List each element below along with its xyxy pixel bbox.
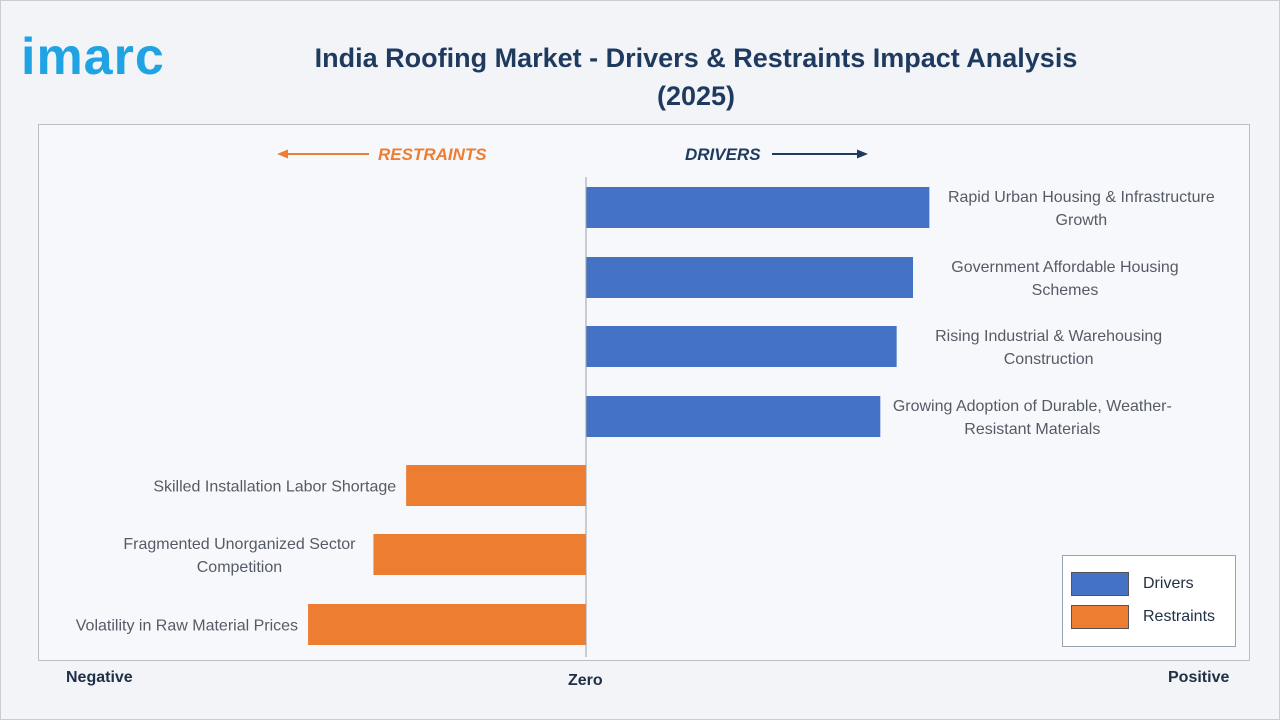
- bar-driver-1: [586, 187, 930, 228]
- chart-title: India Roofing Market - Drivers & Restrai…: [251, 39, 1141, 115]
- legend-swatch-drivers: [1071, 572, 1129, 596]
- bar-restraint-3: [308, 604, 586, 645]
- chart-legend: Drivers Restraints: [1062, 555, 1236, 647]
- legend-swatch-restraints: [1071, 605, 1129, 629]
- legend-label-restraints: Restraints: [1143, 608, 1216, 625]
- bar-label-restraint-2-line-1: Fragmented Unorganized Sector: [123, 536, 356, 553]
- bar-label-driver-1-line-2: Growth: [1056, 212, 1108, 229]
- bar-label-restraint-2-line-2: Competition: [197, 559, 282, 576]
- bar-driver-2: [586, 257, 913, 298]
- bar-label-restraint-3-line-1: Volatility in Raw Material Prices: [76, 618, 298, 635]
- axis-label-positive: Positive: [1168, 669, 1230, 686]
- chart-title-line-2: (2025): [656, 81, 736, 111]
- bar-restraint-2: [373, 534, 586, 575]
- legend-item-drivers: Drivers: [1071, 572, 1194, 596]
- bar-driver-3: [586, 326, 897, 367]
- drivers-arrow-head: [857, 149, 868, 159]
- axis-label-negative: Negative: [66, 669, 133, 686]
- bar-label-driver-2-line-2: Schemes: [1032, 282, 1099, 299]
- axis-label-zero: Zero: [568, 672, 603, 689]
- bar-label-restraint-1-line-1: Skilled Installation Labor Shortage: [153, 479, 396, 496]
- bar-label-driver-1-line-1: Rapid Urban Housing & Infrastructure: [948, 189, 1215, 206]
- imarc-logo: imarc: [21, 28, 165, 86]
- legend-label-drivers: Drivers: [1143, 575, 1194, 592]
- bar-label-driver-3-line-1: Rising Industrial & Warehousing: [935, 328, 1162, 345]
- bar-restraint-1: [406, 465, 586, 506]
- drivers-direction-label: DRIVERS: [685, 145, 761, 164]
- restraints-direction-label: RESTRAINTS: [378, 145, 487, 164]
- bar-label-driver-2-line-1: Government Affordable Housing: [951, 259, 1178, 276]
- bar-label-driver-4-line-1: Growing Adoption of Durable, Weather-: [893, 398, 1172, 415]
- restraints-arrow-head: [277, 149, 288, 159]
- bar-driver-4: [586, 396, 881, 437]
- bar-label-driver-4-line-2: Resistant Materials: [964, 421, 1100, 438]
- legend-item-restraints: Restraints: [1071, 605, 1215, 629]
- bar-label-driver-3-line-2: Construction: [1004, 351, 1094, 368]
- chart-title-line-1: India Roofing Market - Drivers & Restrai…: [314, 43, 1078, 73]
